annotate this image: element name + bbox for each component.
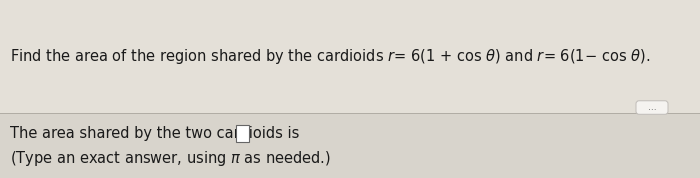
FancyBboxPatch shape [636, 101, 668, 114]
Bar [237, 125, 249, 142]
Bar [0, 113, 700, 178]
Text: The area shared by the two cardioids is: The area shared by the two cardioids is [10, 126, 300, 141]
Text: Find the area of the region shared by the cardioids $r$= 6(1 + cos $\theta$) and: Find the area of the region shared by th… [10, 47, 650, 66]
Text: (Type an exact answer, using $\pi$ as needed.): (Type an exact answer, using $\pi$ as ne… [10, 149, 331, 168]
Bar [0, 0, 700, 113]
Text: ...: ... [648, 103, 657, 112]
